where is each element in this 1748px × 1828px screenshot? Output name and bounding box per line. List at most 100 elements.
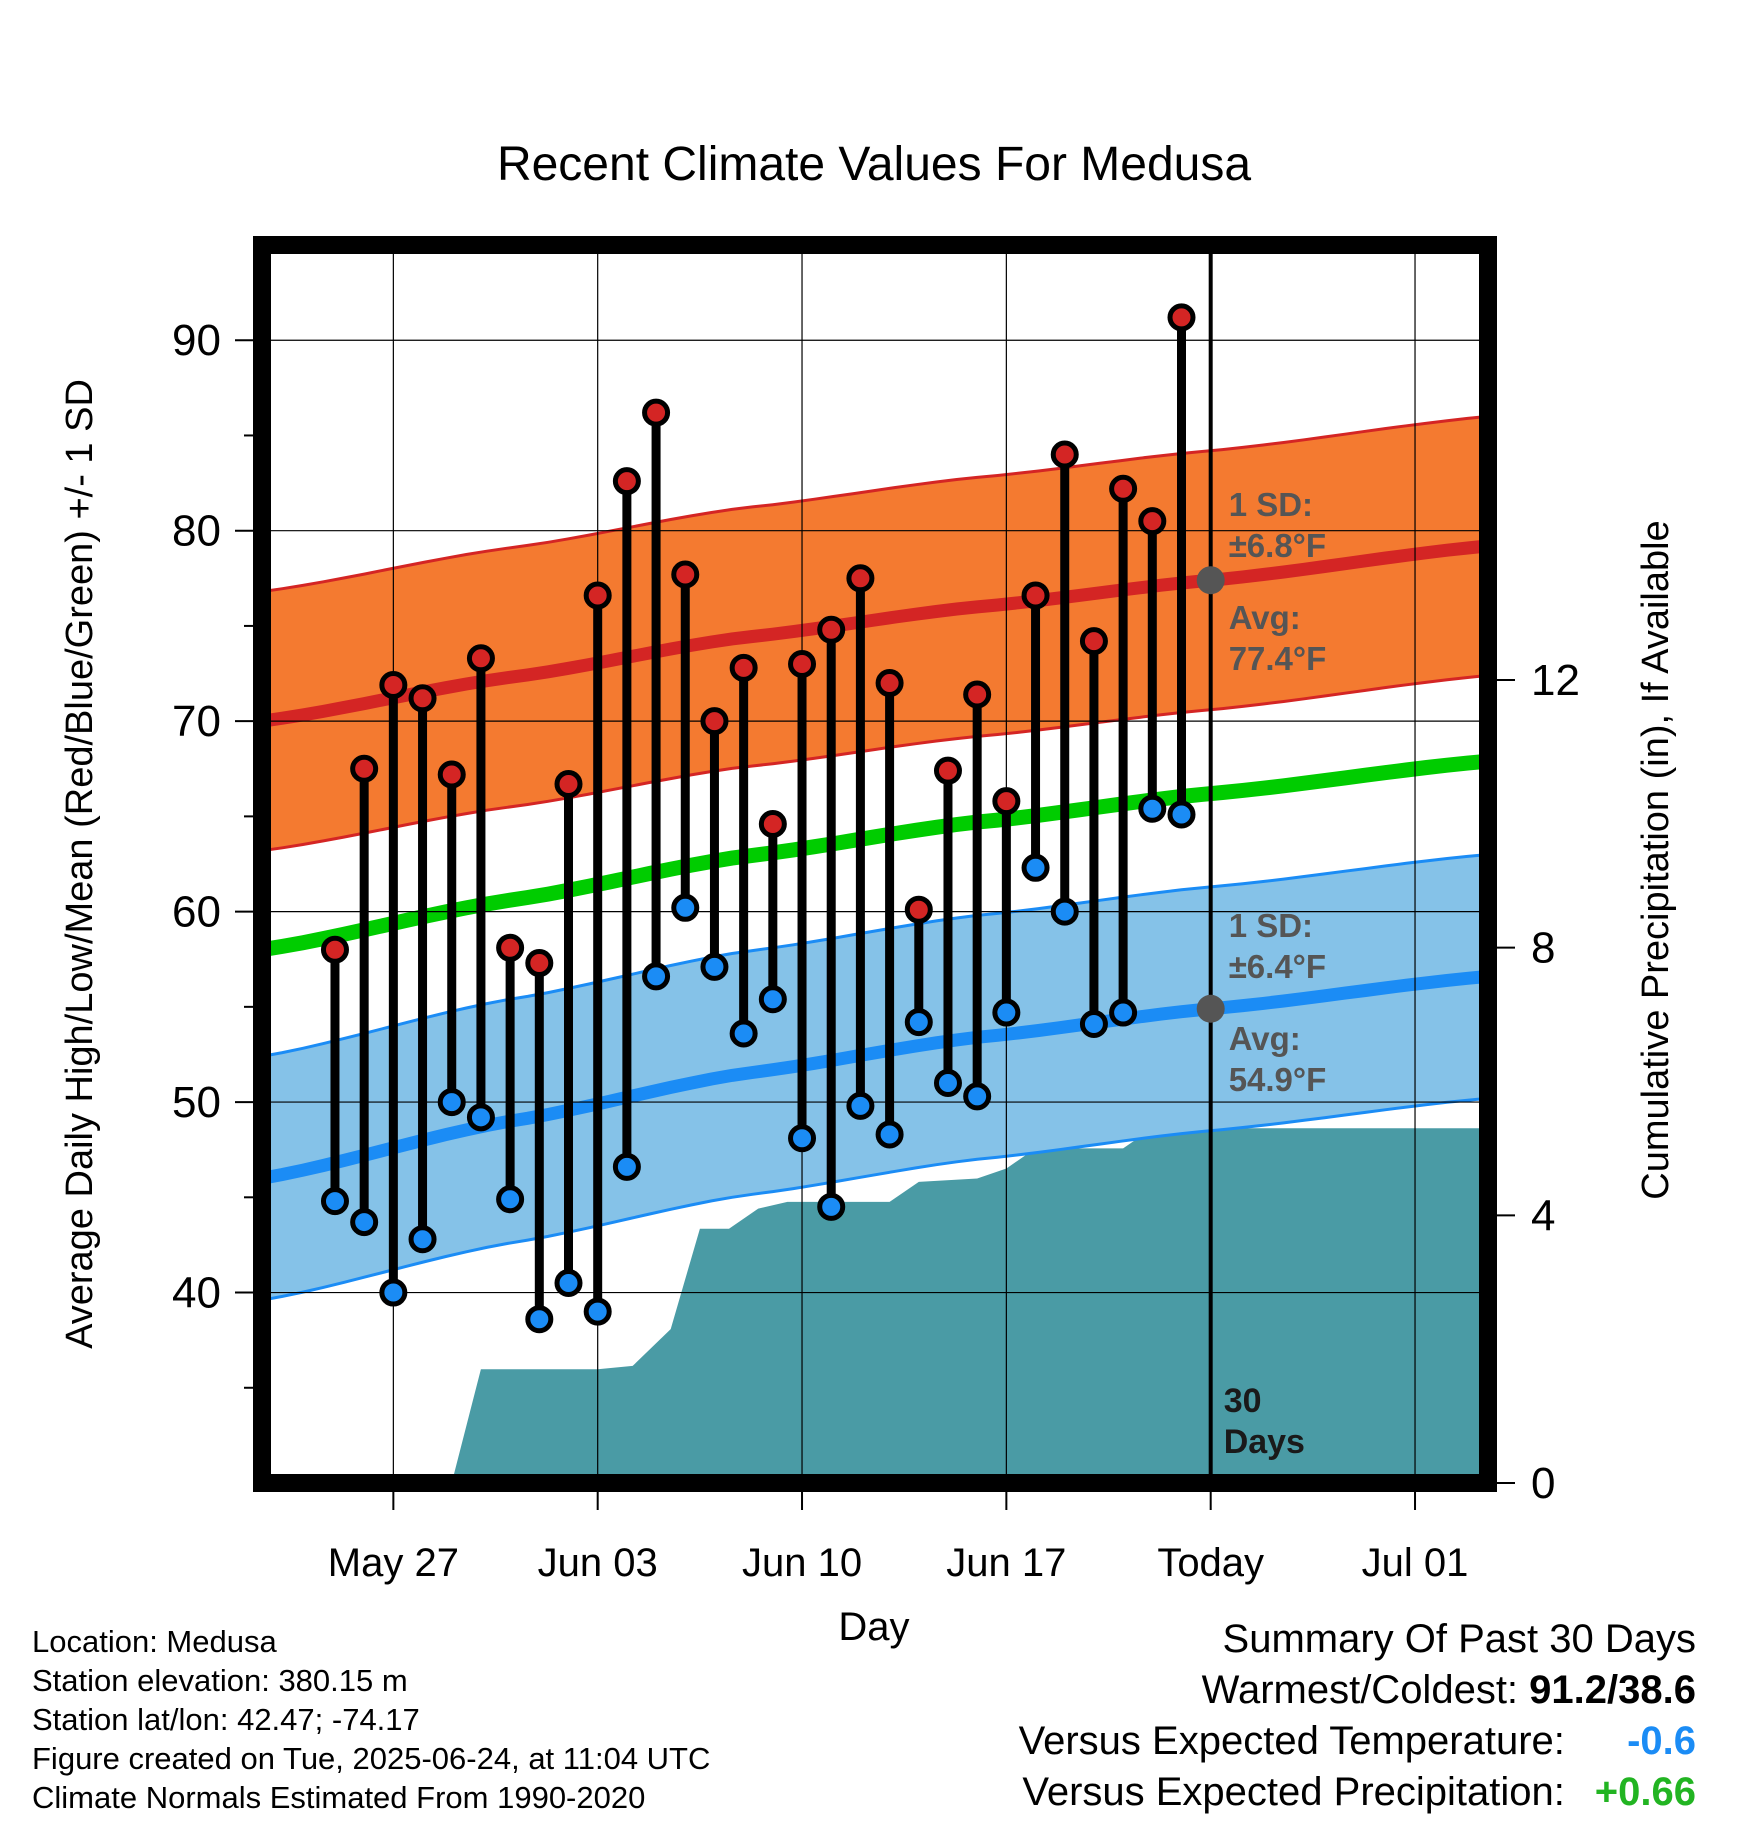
today-normal-low-marker <box>1196 994 1225 1023</box>
daily-low-point <box>320 1187 349 1216</box>
daily-high-point <box>700 707 729 736</box>
figure-created: Figure created on Tue, 2025-06-24, at 11… <box>32 1741 711 1776</box>
normal-low-line <box>260 969 1489 1185</box>
daily-high-point <box>437 760 466 789</box>
daily-high-point <box>904 895 933 924</box>
summary-title: Summary Of Past 30 Days <box>1222 1617 1696 1661</box>
x-tick-label: Jun 10 <box>742 1541 862 1585</box>
precipitation-area <box>451 1128 1489 1483</box>
daily-high-point <box>1109 474 1138 503</box>
daily-high-point <box>1050 440 1079 469</box>
low-sd-value: ±6.4°F <box>1229 948 1326 985</box>
daily-high-point <box>320 935 349 964</box>
daily-high-point <box>729 653 758 682</box>
daily-low-point <box>904 1008 933 1037</box>
y-tick-label: 70 <box>172 697 221 746</box>
daily-low-point <box>758 985 787 1014</box>
x-tick-label: Today <box>1157 1541 1264 1585</box>
y-tick-label: 80 <box>172 507 221 556</box>
summary-temperature: Versus Expected Temperature: -0.6 <box>1019 1716 1696 1767</box>
daily-low-point <box>554 1269 583 1298</box>
daily-high-point <box>671 560 700 589</box>
y2-tick-label: 4 <box>1531 1191 1555 1240</box>
high-sd-upper-line <box>261 414 1489 594</box>
y2-axis-label: Cumulative Precipitation (in), If Availa… <box>1635 520 1677 1199</box>
y-tick-label: 60 <box>172 888 221 937</box>
daily-low-point <box>846 1091 875 1120</box>
y2-tick-label: 12 <box>1531 656 1580 705</box>
y2-tick-label: 0 <box>1531 1459 1555 1508</box>
daily-high-point <box>408 684 437 713</box>
x-axis-label: Day <box>838 1605 909 1649</box>
daily-low-point <box>612 1152 641 1181</box>
chart-title: Recent Climate Values For Medusa <box>497 138 1251 191</box>
station-latlon: Station lat/lon: 42.47; -74.17 <box>32 1702 420 1737</box>
daily-high-point <box>612 467 641 496</box>
daily-low-point <box>963 1082 992 1111</box>
plot-frame <box>253 236 1497 1492</box>
daily-high-point <box>1138 507 1167 536</box>
daily-high-point <box>350 754 379 783</box>
high-avg-value: 77.4°F <box>1229 640 1327 677</box>
daily-high-point <box>788 650 817 679</box>
daily-high-point <box>496 933 525 962</box>
daily-low-point <box>583 1297 612 1326</box>
high-sd-title: 1 SD: <box>1229 486 1313 523</box>
low-avg-title: Avg: <box>1229 1020 1301 1057</box>
daily-low-point <box>379 1278 408 1307</box>
warm-cold-value: 91.2/38.6 <box>1529 1668 1696 1712</box>
daily-high-point <box>846 564 875 593</box>
precip-departure-value: +0.66 <box>1594 1770 1696 1814</box>
daily-high-point <box>583 581 612 610</box>
precip-departure-label: Versus Expected Precipitation: <box>1022 1770 1565 1814</box>
daily-high-point <box>758 810 787 839</box>
daily-high-point <box>992 787 1021 816</box>
station-location: Location: Medusa <box>32 1624 277 1659</box>
today-normal-high-marker <box>1196 566 1225 595</box>
summary-precipitation: Versus Expected Precipitation: +0.66 <box>1019 1767 1696 1818</box>
low-avg-value: 54.9°F <box>1229 1061 1327 1098</box>
station-elevation: Station elevation: 380.15 m <box>32 1663 408 1698</box>
daily-low-point <box>496 1185 525 1214</box>
station-info: Location: Medusa Station elevation: 380.… <box>32 1622 710 1817</box>
low-sd-upper-line <box>261 853 1489 1058</box>
daily-low-point <box>671 893 700 922</box>
normal-high-line <box>261 539 1489 728</box>
plot-area: 1 SD: ±6.8°F Avg: 77.4°F 1 SD: ±6.4°F Avg: 54.9… <box>172 236 1580 1585</box>
x-tick-label: Jun 03 <box>538 1541 658 1585</box>
warm-cold-label: Warmest/Coldest: <box>1201 1668 1519 1712</box>
daily-low-point <box>817 1192 846 1221</box>
y-tick-label: 90 <box>172 316 221 365</box>
daily-low-point <box>992 998 1021 1027</box>
daily-high-point <box>642 398 671 427</box>
daily-high-point <box>963 680 992 709</box>
x-tick-label: Jun 17 <box>946 1541 1066 1585</box>
daily-high-point <box>525 949 554 978</box>
daily-low-point <box>1050 897 1079 926</box>
daily-low-point <box>1021 853 1050 882</box>
high-avg-title: Avg: <box>1229 599 1301 636</box>
temp-departure-value: -0.6 <box>1627 1719 1696 1763</box>
temp-departure-label: Versus Expected Temperature: <box>1018 1719 1565 1763</box>
daily-low-point <box>933 1069 962 1098</box>
daily-high-point <box>933 756 962 785</box>
daily-high-point <box>466 644 495 673</box>
daily-low-point <box>700 952 729 981</box>
daily-low-point <box>1109 998 1138 1027</box>
daily-low-point <box>350 1208 379 1237</box>
window-label-number: 30 <box>1224 1382 1262 1420</box>
normal-mean-line <box>260 753 1489 958</box>
daily-high-point <box>1021 581 1050 610</box>
summary-panel: Summary Of Past 30 Days Warmest/Coldest:… <box>1019 1614 1696 1818</box>
daily-low-point <box>1138 794 1167 823</box>
climate-normals-period: Climate Normals Estimated From 1990-2020 <box>32 1780 646 1815</box>
daily-low-point <box>466 1103 495 1132</box>
daily-low-point <box>437 1088 466 1117</box>
daily-low-point <box>642 962 671 991</box>
daily-high-point <box>379 670 408 699</box>
daily-low-point <box>875 1120 904 1149</box>
high-sd-lower-line <box>261 673 1489 853</box>
daily-low-point <box>408 1225 437 1254</box>
y-axis-label: Average Daily High/Low/Mean (Red/Blue/Gr… <box>59 379 101 1349</box>
